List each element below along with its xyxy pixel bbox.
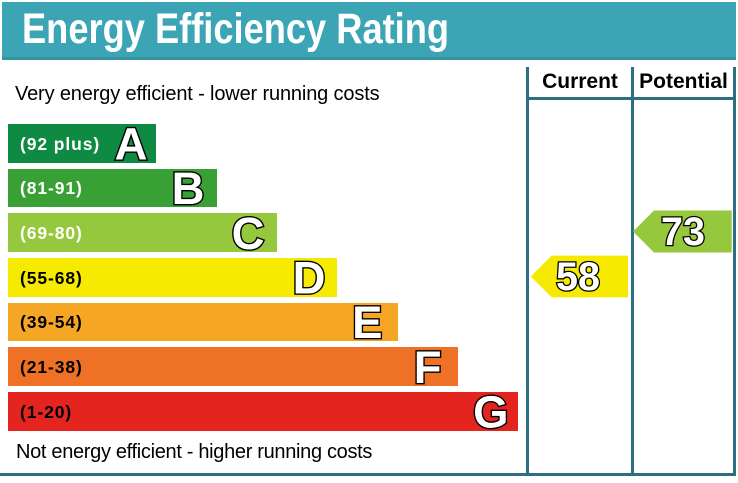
svg-text:D: D [293,253,326,304]
svg-text:C: C [232,208,265,259]
svg-text:73: 73 [661,210,705,254]
svg-text:E: E [352,297,382,348]
svg-text:58: 58 [556,255,600,299]
svg-text:B: B [172,163,205,214]
svg-text:F: F [414,342,442,393]
svg-text:A: A [115,119,148,170]
svg-text:G: G [473,387,508,438]
